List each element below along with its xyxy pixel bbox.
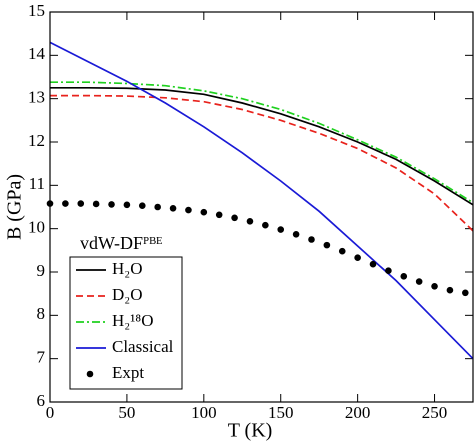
data-point bbox=[231, 214, 238, 222]
legend-label: Expt bbox=[112, 363, 144, 382]
data-point bbox=[446, 286, 454, 294]
data-point bbox=[262, 221, 269, 229]
data-point bbox=[277, 226, 285, 233]
data-point bbox=[200, 208, 208, 216]
x-axis-label: T (K) bbox=[228, 420, 273, 442]
legend-title: vdW-DFᴾᴮᴱ bbox=[80, 233, 163, 253]
x-tick-label: 200 bbox=[345, 403, 371, 422]
data-point bbox=[215, 211, 223, 219]
data-point bbox=[138, 202, 146, 209]
data-point bbox=[462, 289, 469, 297]
data-point bbox=[415, 278, 423, 285]
series-line bbox=[50, 94, 474, 232]
y-tick-label: 13 bbox=[28, 88, 45, 107]
y-tick-label: 6 bbox=[37, 391, 46, 410]
data-point bbox=[92, 200, 100, 208]
data-point bbox=[354, 254, 361, 261]
data-point bbox=[323, 241, 331, 249]
y-axis-label: B (GPa) bbox=[4, 174, 26, 240]
plot-frame bbox=[49, 11, 474, 403]
data-point bbox=[123, 201, 131, 209]
data-point bbox=[385, 267, 392, 275]
y-tick-label: 8 bbox=[37, 304, 46, 323]
x-tick-label: 150 bbox=[268, 403, 294, 422]
y-tick-label: 9 bbox=[37, 261, 46, 280]
x-tick-label: 250 bbox=[422, 403, 448, 422]
data-point bbox=[185, 206, 192, 214]
x-tick-label: 0 bbox=[46, 403, 55, 422]
y-tick-label: 15 bbox=[28, 1, 45, 20]
y-tick-label: 11 bbox=[29, 174, 45, 193]
data-point bbox=[246, 218, 254, 225]
data-point bbox=[369, 260, 377, 268]
data-point bbox=[154, 203, 161, 211]
data-point bbox=[338, 247, 346, 255]
series-line bbox=[50, 86, 474, 206]
series-line bbox=[49, 41, 474, 360]
data-point bbox=[62, 200, 69, 207]
legend-box bbox=[69, 256, 183, 390]
data-point bbox=[308, 236, 315, 243]
y-tick-label: 12 bbox=[28, 131, 45, 150]
data-point bbox=[108, 201, 115, 208]
data-point bbox=[292, 231, 300, 238]
y-tick-label: 10 bbox=[28, 218, 45, 237]
y-tick-label: 7 bbox=[37, 348, 46, 367]
series-line bbox=[50, 81, 474, 204]
legend-label: H₂¹⁸O bbox=[112, 311, 154, 330]
data-point bbox=[400, 273, 408, 280]
x-tick-label: 100 bbox=[191, 403, 217, 422]
x-tick-label: 50 bbox=[118, 403, 135, 422]
legend-marker bbox=[86, 370, 94, 378]
data-point bbox=[169, 205, 177, 212]
data-point bbox=[77, 200, 85, 207]
legend-label: Classical bbox=[112, 337, 174, 356]
y-tick-label: 14 bbox=[28, 44, 46, 63]
data-point bbox=[431, 283, 438, 290]
legend-label: D₂O bbox=[112, 285, 142, 304]
legend-label: H₂O bbox=[112, 259, 142, 278]
